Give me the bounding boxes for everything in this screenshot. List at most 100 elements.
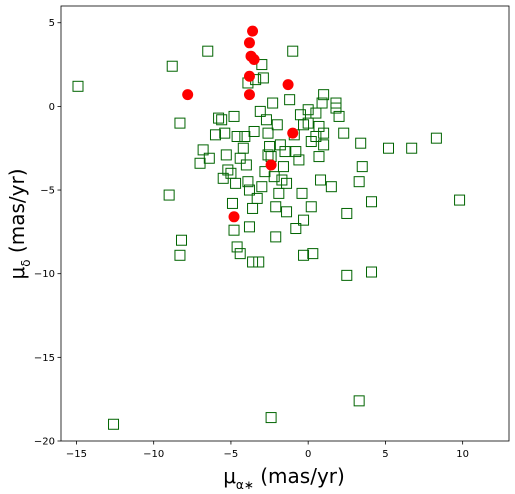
square-point bbox=[316, 97, 328, 109]
square-point bbox=[265, 412, 277, 424]
square-point bbox=[276, 174, 288, 186]
square-point bbox=[298, 119, 310, 131]
circle-point bbox=[265, 159, 277, 171]
square-point bbox=[234, 152, 246, 164]
square-point bbox=[318, 139, 330, 151]
square-point bbox=[254, 105, 266, 117]
square-point bbox=[406, 142, 418, 154]
square-point bbox=[216, 114, 228, 126]
square-point bbox=[307, 248, 319, 260]
square-point bbox=[219, 127, 231, 139]
plot-frame bbox=[60, 5, 510, 442]
square-point bbox=[310, 107, 322, 119]
square-point bbox=[277, 161, 289, 173]
square-point bbox=[222, 164, 234, 176]
square-point bbox=[293, 154, 305, 166]
square-point bbox=[338, 127, 350, 139]
square-point bbox=[262, 149, 274, 161]
square-point bbox=[256, 59, 268, 71]
square-point bbox=[253, 256, 265, 268]
square-point bbox=[298, 214, 310, 226]
square-point bbox=[228, 110, 240, 122]
square-point bbox=[267, 97, 279, 109]
circle-point bbox=[248, 54, 260, 66]
square-point bbox=[454, 194, 466, 206]
square-point bbox=[366, 196, 378, 208]
square-point bbox=[273, 187, 285, 199]
square-point bbox=[315, 174, 327, 186]
square-point bbox=[353, 395, 365, 407]
square-point bbox=[325, 181, 337, 193]
square-point bbox=[197, 144, 209, 156]
square-point bbox=[310, 131, 322, 142]
y-tick-label: 0 bbox=[49, 102, 55, 113]
square-point bbox=[259, 166, 271, 178]
square-point bbox=[240, 159, 252, 171]
square-point bbox=[251, 192, 263, 204]
square-point bbox=[305, 201, 317, 213]
square-point bbox=[383, 142, 395, 154]
square-point bbox=[268, 171, 280, 183]
circle-point bbox=[228, 211, 240, 223]
square-point bbox=[72, 80, 84, 92]
square-point bbox=[247, 202, 259, 214]
square-point bbox=[239, 131, 251, 142]
y-tick-label: −5 bbox=[40, 186, 55, 197]
square-point bbox=[270, 231, 282, 243]
square-point bbox=[313, 151, 325, 163]
square-point bbox=[341, 207, 353, 219]
square-point bbox=[366, 266, 378, 278]
square-point bbox=[228, 224, 240, 236]
y-tick-label: 5 bbox=[49, 18, 55, 29]
square-point bbox=[247, 256, 259, 268]
square-point bbox=[355, 137, 367, 149]
square-point bbox=[213, 112, 225, 124]
circle-point bbox=[243, 89, 255, 101]
square-point bbox=[260, 114, 272, 126]
y-axis-label: μδ (mas/yr) bbox=[5, 169, 33, 280]
square-point bbox=[194, 157, 206, 169]
square-point bbox=[166, 60, 178, 72]
square-point bbox=[430, 132, 442, 144]
square-point bbox=[231, 131, 243, 142]
circle-point bbox=[243, 37, 255, 49]
square-point bbox=[287, 45, 299, 57]
square-point bbox=[209, 129, 221, 141]
circle-point bbox=[247, 25, 259, 37]
square-point bbox=[296, 187, 308, 199]
x-axis-label: μα∗ (mas/yr) bbox=[223, 464, 345, 492]
square-point bbox=[231, 241, 243, 253]
square-point bbox=[202, 45, 214, 57]
square-point bbox=[175, 234, 187, 246]
square-point bbox=[356, 161, 368, 173]
square-point bbox=[281, 206, 293, 218]
square-point bbox=[234, 248, 246, 260]
square-point bbox=[237, 142, 249, 154]
square-point bbox=[302, 104, 314, 116]
square-point bbox=[318, 89, 330, 101]
square-point bbox=[243, 221, 255, 233]
data-markers bbox=[72, 25, 466, 430]
square-point bbox=[174, 117, 186, 129]
square-point bbox=[270, 201, 282, 213]
x-tick-label: 10 bbox=[456, 449, 469, 460]
square-point bbox=[318, 127, 330, 139]
square-point bbox=[353, 176, 365, 188]
square-point bbox=[290, 146, 302, 158]
x-axis-ticks: −15 −10 −5 0 5 10 bbox=[66, 441, 469, 460]
square-point bbox=[257, 72, 269, 84]
square-point bbox=[298, 249, 310, 261]
square-point bbox=[341, 269, 353, 281]
square-point bbox=[271, 119, 283, 131]
y-tick-label: −15 bbox=[34, 353, 55, 364]
x-tick-label: 0 bbox=[305, 449, 311, 460]
x-tick-label: −15 bbox=[66, 449, 87, 460]
square-point bbox=[243, 184, 255, 196]
square-point bbox=[284, 94, 296, 106]
square-point bbox=[220, 149, 232, 161]
y-tick-label: −20 bbox=[34, 437, 55, 448]
y-tick-label: −10 bbox=[34, 269, 55, 280]
circle-point bbox=[282, 79, 294, 91]
square-point bbox=[203, 152, 215, 164]
x-tick-label: −5 bbox=[224, 449, 239, 460]
